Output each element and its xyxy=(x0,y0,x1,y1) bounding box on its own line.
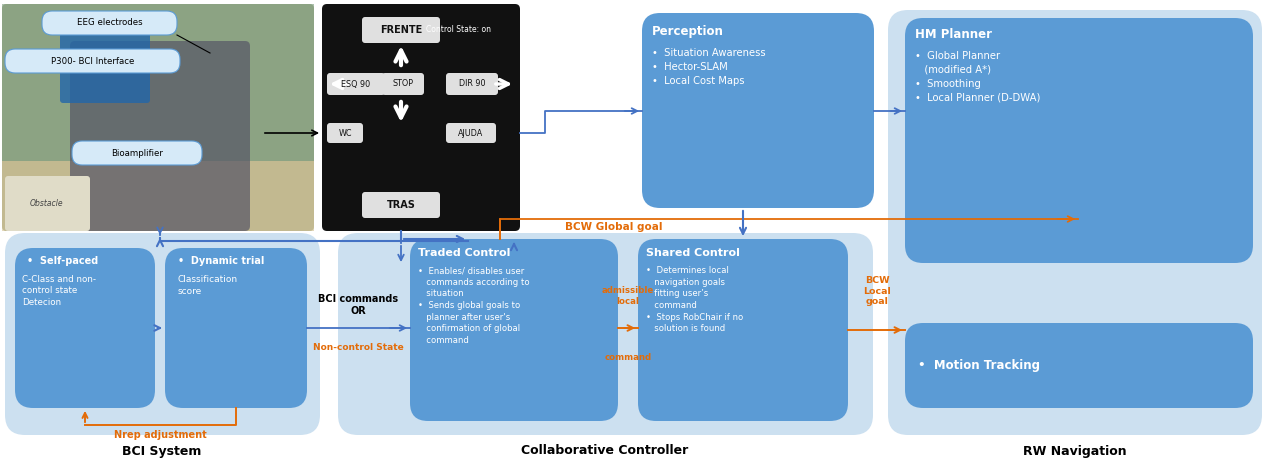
FancyBboxPatch shape xyxy=(3,161,314,231)
Text: Obstacle: Obstacle xyxy=(30,200,63,208)
Text: Non-control State: Non-control State xyxy=(313,344,403,352)
FancyBboxPatch shape xyxy=(905,18,1253,263)
Text: •  Motion Tracking: • Motion Tracking xyxy=(919,359,1040,372)
FancyBboxPatch shape xyxy=(905,323,1253,408)
FancyBboxPatch shape xyxy=(362,192,440,218)
Text: Traded Control: Traded Control xyxy=(418,248,511,258)
Text: ESQ 90: ESQ 90 xyxy=(341,80,370,88)
Text: command: command xyxy=(604,353,651,363)
Text: C-Class and non-
control state
Detecion: C-Class and non- control state Detecion xyxy=(22,275,96,307)
FancyBboxPatch shape xyxy=(381,73,424,95)
Text: admissible
local: admissible local xyxy=(602,286,654,306)
FancyBboxPatch shape xyxy=(338,233,873,435)
Text: TRAS: TRAS xyxy=(386,200,416,210)
FancyBboxPatch shape xyxy=(165,248,307,408)
Text: AJUDA: AJUDA xyxy=(459,129,484,138)
FancyBboxPatch shape xyxy=(70,41,250,231)
Text: •  Global Planner
   (modified A*)
•  Smoothing
•  Local Planner (D-DWA): • Global Planner (modified A*) • Smoothi… xyxy=(915,51,1040,103)
Text: Control State: on: Control State: on xyxy=(426,25,490,35)
FancyBboxPatch shape xyxy=(15,248,155,408)
Text: RW Navigation: RW Navigation xyxy=(1024,444,1126,457)
Text: EEG electrodes: EEG electrodes xyxy=(77,19,142,27)
Text: BCI System: BCI System xyxy=(123,444,201,457)
Text: BCI commands
OR: BCI commands OR xyxy=(318,294,398,316)
Text: BCW Global goal: BCW Global goal xyxy=(565,222,663,232)
FancyBboxPatch shape xyxy=(327,123,364,143)
FancyBboxPatch shape xyxy=(3,4,314,231)
Text: •  Self-paced: • Self-paced xyxy=(27,256,99,266)
FancyBboxPatch shape xyxy=(3,4,314,231)
Text: WC: WC xyxy=(338,129,352,138)
FancyBboxPatch shape xyxy=(5,49,180,73)
FancyBboxPatch shape xyxy=(327,73,385,95)
Text: Shared Control: Shared Control xyxy=(646,248,740,258)
FancyBboxPatch shape xyxy=(60,33,150,103)
Text: Collaborative Controller: Collaborative Controller xyxy=(522,444,689,457)
Text: BCW
Local
goal: BCW Local goal xyxy=(863,276,891,306)
Text: Bioamplifier: Bioamplifier xyxy=(111,149,163,157)
FancyBboxPatch shape xyxy=(446,73,498,95)
FancyBboxPatch shape xyxy=(411,239,618,421)
FancyBboxPatch shape xyxy=(3,4,314,161)
FancyBboxPatch shape xyxy=(322,4,519,231)
Text: STOP: STOP xyxy=(393,80,413,88)
Text: •  Dynamic trial: • Dynamic trial xyxy=(177,256,265,266)
Text: DIR 90: DIR 90 xyxy=(459,80,485,88)
Text: •  Determines local
   navigation goals
   fitting user’s
   command
•  Stops Ro: • Determines local navigation goals fitt… xyxy=(646,266,744,333)
Text: P300- BCI Interface: P300- BCI Interface xyxy=(51,56,134,65)
FancyBboxPatch shape xyxy=(446,123,495,143)
Text: Classification
score: Classification score xyxy=(177,275,238,296)
Text: HM Planner: HM Planner xyxy=(915,29,992,42)
Text: •  Situation Awareness
•  Hector-SLAM
•  Local Cost Maps: • Situation Awareness • Hector-SLAM • Lo… xyxy=(653,48,765,86)
FancyBboxPatch shape xyxy=(642,13,874,208)
FancyBboxPatch shape xyxy=(72,141,201,165)
FancyBboxPatch shape xyxy=(362,17,440,43)
Text: Nrep adjustment: Nrep adjustment xyxy=(114,430,207,440)
FancyBboxPatch shape xyxy=(42,11,177,35)
FancyBboxPatch shape xyxy=(5,176,90,231)
FancyBboxPatch shape xyxy=(5,233,321,435)
Text: Perception: Perception xyxy=(653,25,723,38)
FancyBboxPatch shape xyxy=(888,10,1262,435)
Text: FRENTE: FRENTE xyxy=(380,25,422,35)
Text: •  Enables/ disables user
   commands according to
   situation
•  Sends global : • Enables/ disables user commands accord… xyxy=(418,266,530,345)
FancyBboxPatch shape xyxy=(639,239,848,421)
